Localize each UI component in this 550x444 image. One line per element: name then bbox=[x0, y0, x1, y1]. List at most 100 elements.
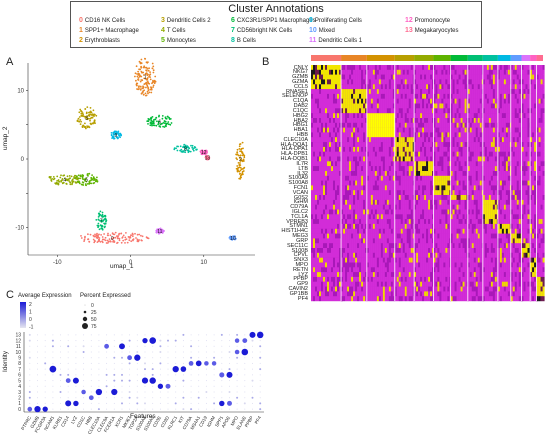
heatmap-cell bbox=[524, 147, 526, 152]
heatmap-cell bbox=[355, 132, 357, 137]
heatmap-cell bbox=[508, 132, 510, 137]
heatmap-cell bbox=[383, 113, 385, 118]
heatmap-cell bbox=[517, 70, 519, 75]
heatmap-cell bbox=[453, 166, 455, 171]
heatmap-cell bbox=[357, 166, 359, 171]
heatmap-cell bbox=[371, 200, 373, 205]
heatmap-cell bbox=[519, 104, 521, 109]
heatmap-cell bbox=[373, 171, 375, 176]
heatmap-cell bbox=[439, 89, 441, 94]
heatmap-cell bbox=[331, 89, 333, 94]
heatmap-cell bbox=[391, 185, 393, 190]
heatmap-cell bbox=[397, 205, 399, 210]
heatmap-cell bbox=[430, 157, 432, 162]
heatmap-cell bbox=[513, 65, 515, 70]
umap-point bbox=[118, 233, 120, 235]
heatmap-cell bbox=[457, 152, 459, 157]
legend-item-label: T Cells bbox=[167, 28, 186, 34]
heatmap-cell bbox=[389, 200, 391, 205]
heatmap-cell bbox=[335, 210, 337, 215]
heatmap-cell bbox=[457, 171, 459, 176]
heatmap-cell bbox=[329, 79, 331, 84]
heatmap-cell bbox=[319, 195, 321, 200]
umap-point bbox=[135, 237, 137, 239]
heatmap-cell bbox=[543, 152, 545, 157]
heatmap-cell bbox=[327, 171, 329, 176]
heatmap-cell bbox=[321, 142, 323, 147]
heatmap-cell bbox=[428, 84, 430, 89]
heatmap-cell bbox=[323, 161, 325, 166]
heatmap-cell bbox=[327, 190, 329, 195]
heatmap-cell bbox=[487, 181, 489, 186]
umap-point bbox=[155, 117, 157, 119]
heatmap-cell bbox=[513, 161, 515, 166]
heatmap-cell bbox=[463, 142, 465, 147]
heatmap-cell bbox=[353, 195, 355, 200]
heatmap-cell bbox=[397, 166, 399, 171]
heatmap-cell bbox=[517, 132, 519, 137]
umap-point bbox=[79, 119, 81, 121]
heatmap-cell bbox=[491, 210, 493, 215]
heatmap-cell bbox=[474, 137, 476, 142]
umap-point bbox=[138, 74, 140, 76]
umap-point bbox=[166, 118, 168, 120]
heatmap-cell bbox=[333, 113, 335, 118]
heatmap-cell bbox=[495, 210, 497, 215]
heatmap-cell bbox=[391, 210, 393, 215]
umap-point bbox=[239, 171, 241, 173]
heatmap-cell bbox=[508, 128, 510, 133]
umap-point bbox=[149, 92, 151, 94]
heatmap-cell bbox=[363, 132, 365, 137]
heatmap-cell bbox=[359, 166, 361, 171]
heatmap-cell bbox=[343, 142, 345, 147]
heatmap-cell bbox=[383, 128, 385, 133]
heatmap-cell bbox=[447, 147, 449, 152]
heatmap-cell bbox=[411, 142, 413, 147]
heatmap-cell bbox=[519, 205, 521, 210]
heatmap-cell bbox=[333, 157, 335, 162]
heatmap-cell bbox=[534, 171, 536, 176]
heatmap-cell bbox=[420, 65, 422, 70]
heatmap-cell bbox=[424, 104, 426, 109]
heatmap-cell bbox=[515, 152, 517, 157]
heatmap-cell bbox=[519, 70, 521, 75]
heatmap-cell bbox=[422, 190, 424, 195]
heatmap-cell bbox=[463, 108, 465, 113]
heatmap-cell bbox=[500, 210, 502, 215]
heatmap-cell bbox=[445, 152, 447, 157]
umap-point bbox=[86, 106, 88, 108]
heatmap-cell bbox=[375, 157, 377, 162]
heatmap-cell bbox=[317, 171, 319, 176]
heatmap-cell bbox=[500, 166, 502, 171]
heatmap-cell bbox=[439, 70, 441, 75]
umap-point bbox=[59, 177, 61, 179]
heatmap-cell bbox=[435, 118, 437, 123]
heatmap-cell bbox=[345, 205, 347, 210]
heatmap-cell bbox=[383, 89, 385, 94]
heatmap-cell bbox=[399, 89, 401, 94]
heatmap-cell bbox=[347, 137, 349, 142]
heatmap-cell bbox=[323, 185, 325, 190]
heatmap-cell bbox=[534, 128, 536, 133]
umap-point bbox=[140, 67, 142, 69]
heatmap-cell bbox=[333, 190, 335, 195]
heatmap-cell bbox=[317, 137, 319, 142]
heatmap-cell bbox=[474, 123, 476, 128]
heatmap-cell bbox=[405, 171, 407, 176]
umap-point bbox=[180, 145, 182, 147]
heatmap-cell bbox=[385, 161, 387, 166]
heatmap-cell bbox=[528, 205, 530, 210]
heatmap-cell bbox=[337, 132, 339, 137]
heatmap-cell bbox=[424, 89, 426, 94]
heatmap-cell bbox=[524, 157, 526, 162]
heatmap-cell bbox=[355, 205, 357, 210]
heatmap-cell bbox=[445, 104, 447, 109]
heatmap-cell bbox=[515, 128, 517, 133]
heatmap-cell bbox=[381, 171, 383, 176]
heatmap-cell bbox=[439, 190, 441, 195]
heatmap-group-bar-10 bbox=[511, 55, 522, 61]
heatmap-cell bbox=[495, 128, 497, 133]
heatmap-cell bbox=[424, 113, 426, 118]
heatmap-cell bbox=[426, 157, 428, 162]
heatmap-cell bbox=[506, 190, 508, 195]
